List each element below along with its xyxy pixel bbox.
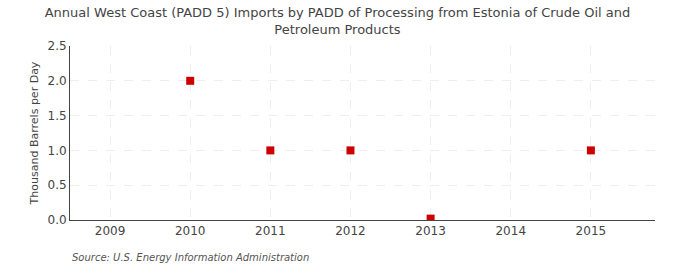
svg-text:2014: 2014: [495, 224, 526, 238]
svg-text:0.5: 0.5: [48, 178, 67, 192]
svg-text:1.0: 1.0: [48, 144, 67, 158]
svg-text:2009: 2009: [95, 224, 126, 238]
svg-text:0.0: 0.0: [48, 213, 67, 227]
svg-text:2011: 2011: [255, 224, 286, 238]
svg-text:2.0: 2.0: [48, 74, 67, 88]
svg-text:2013: 2013: [415, 224, 446, 238]
svg-text:Source: U.S. Energy Informatio: Source: U.S. Energy Information Administ…: [72, 252, 309, 263]
svg-text:2010: 2010: [175, 224, 206, 238]
svg-text:1.5: 1.5: [48, 109, 67, 123]
svg-text:Annual West Coast (PADD 5) Imp: Annual West Coast (PADD 5) Imports by PA…: [45, 5, 631, 37]
svg-text:2012: 2012: [335, 224, 366, 238]
svg-text:2015: 2015: [576, 224, 607, 238]
svg-text:Thousand Barrels per Day: Thousand Barrels per Day: [28, 61, 41, 205]
svg-text:2.5: 2.5: [48, 39, 67, 53]
